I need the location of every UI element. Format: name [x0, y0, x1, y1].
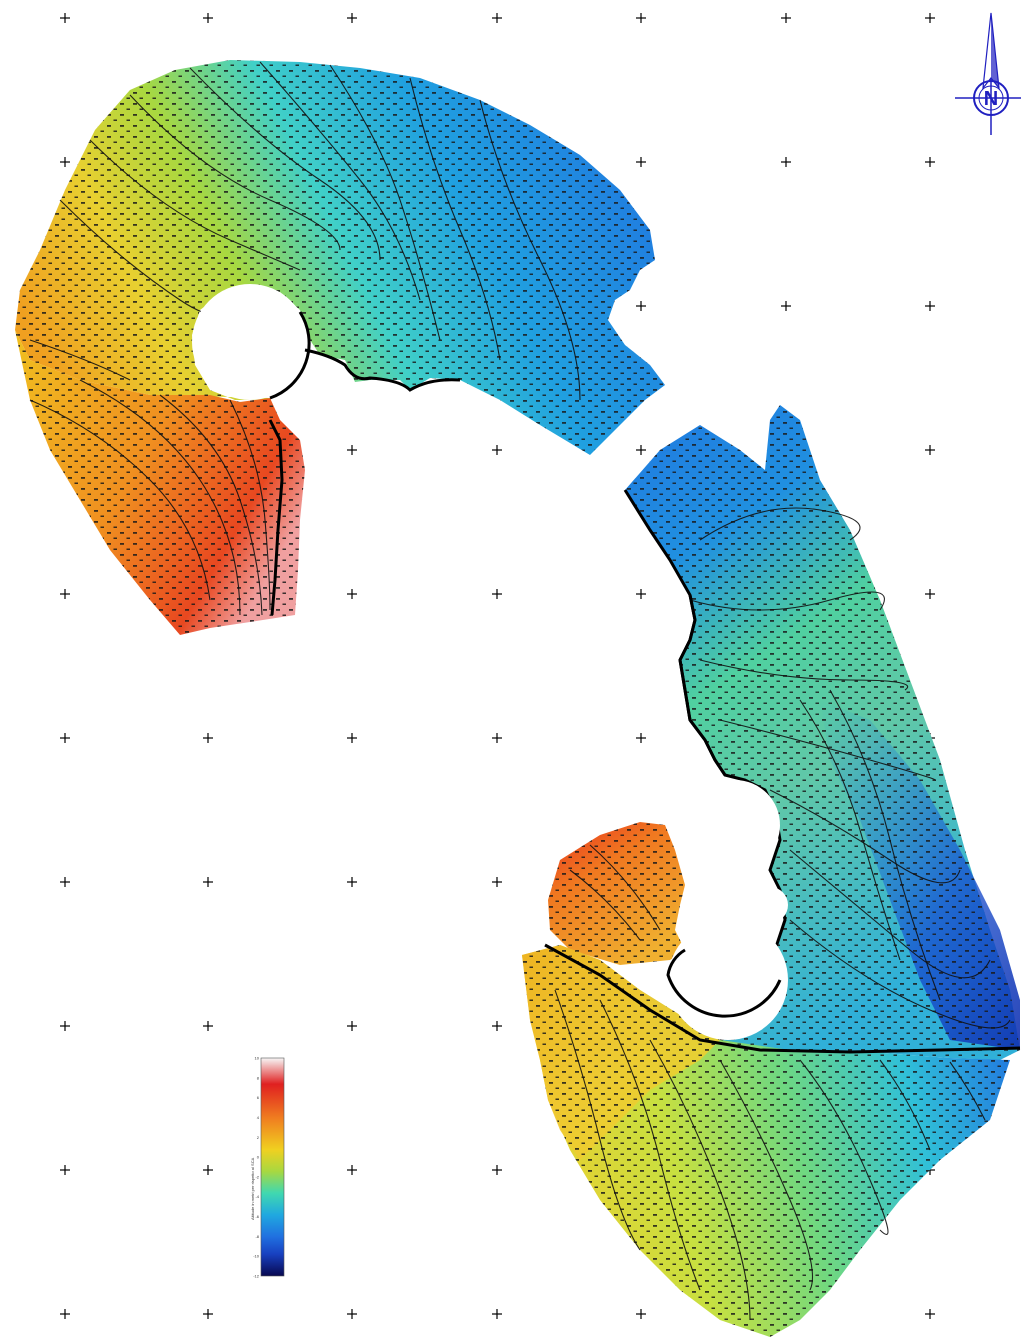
grid-cross-marker: [60, 589, 70, 599]
grid-cross-marker: [347, 1309, 357, 1319]
grid-cross-marker: [203, 13, 213, 23]
legend-tick-label: 4: [257, 1115, 260, 1120]
harbor-basin-west: [192, 284, 308, 400]
grid-cross-marker: [781, 13, 791, 23]
legend-tick-label: -4: [255, 1194, 259, 1199]
legend-tick-label: 0: [257, 1155, 260, 1160]
legend-tick-label: 8: [257, 1075, 260, 1080]
depth-legend: 10 8 6 4 2 0 -2 -4 -6 -8 -10 -12 Altitude in metri …: [250, 1056, 285, 1279]
grid-cross-marker: [781, 301, 791, 311]
legend-tick-label: 2: [257, 1135, 260, 1140]
grid-cross-marker: [60, 13, 70, 23]
legend-tick-label: -8: [255, 1234, 259, 1239]
grid-cross-marker: [203, 1309, 213, 1319]
grid-cross-marker: [347, 445, 357, 455]
grid-cross-marker: [636, 157, 646, 167]
legend-title: Altitude in metri per rispetto al SCA: [250, 1157, 255, 1220]
legend-tick-label: -12: [253, 1274, 260, 1279]
grid-cross-marker: [347, 1021, 357, 1031]
contour-lines: [29, 61, 1011, 1321]
legend-tick-label: -2: [255, 1174, 259, 1179]
legend-tick-label: -10: [253, 1254, 260, 1259]
grid-cross-marker: [492, 1165, 502, 1175]
grid-cross-marker: [60, 877, 70, 887]
grid-cross-marker: [203, 733, 213, 743]
grid-cross-marker: [203, 1021, 213, 1031]
grid-cross-marker: [492, 1309, 502, 1319]
grid-cross-marker: [492, 1021, 502, 1031]
grid-cross-marker: [347, 13, 357, 23]
grid-cross-marker: [492, 733, 502, 743]
grid-cross-marker: [636, 1309, 646, 1319]
northern-survey-area: [15, 60, 665, 455]
east-survey-area: [623, 405, 1020, 1060]
grid-cross-marker: [925, 301, 935, 311]
harbor-basin-south: [668, 920, 788, 1040]
grid-cross-marker: [492, 589, 502, 599]
grid-cross-marker: [347, 1165, 357, 1175]
grid-cross-marker: [925, 13, 935, 23]
grid-cross-marker: [203, 1165, 213, 1175]
grid-cross-marker: [636, 445, 646, 455]
grid-cross-marker: [925, 445, 935, 455]
grid-cross-marker: [60, 157, 70, 167]
grid-cross-marker: [636, 589, 646, 599]
south-peninsula-area: [548, 822, 685, 965]
south-survey-area: [522, 943, 1021, 1337]
legend-ticks: 10 8 6 4 2 0 -2 -4 -6 -8 -10 -12: [253, 1056, 260, 1279]
north-arrow-icon: N: [955, 12, 1021, 135]
grid-cross-marker: [347, 589, 357, 599]
grid-cross-marker: [925, 589, 935, 599]
grid-cross-marker: [925, 157, 935, 167]
peninsula-survey-points: [548, 822, 685, 965]
harbor-basins: [192, 284, 788, 1040]
grid-cross-marker: [347, 733, 357, 743]
grid-cross-marker: [347, 877, 357, 887]
grid-cross-marker: [492, 877, 502, 887]
north-survey-points: [15, 60, 665, 455]
grid-cross-marker: [60, 1309, 70, 1319]
west-shoreline: [268, 419, 284, 616]
legend-tick-label: -6: [255, 1214, 259, 1219]
grid-cross-marker: [636, 301, 646, 311]
breakwater-line: [544, 943, 1021, 1054]
grid-cross-marker: [781, 157, 791, 167]
legend-color-bar: [260, 1057, 285, 1277]
grid-cross-marker: [636, 13, 646, 23]
grid-cross-marker: [636, 733, 646, 743]
east-survey-points: [625, 405, 1020, 1060]
grid-cross-marker: [203, 877, 213, 887]
grid-cross-marker: [60, 1165, 70, 1175]
legend-tick-label: 10: [255, 1056, 260, 1061]
grid-cross-marker: [492, 445, 502, 455]
south-survey-points: [522, 945, 1010, 1337]
grid-cross-marker: [925, 1309, 935, 1319]
grid-cross-marker: [60, 1021, 70, 1031]
legend-tick-label: 6: [257, 1095, 260, 1100]
grid-cross-marker: [492, 13, 502, 23]
grid-cross-marker: [60, 733, 70, 743]
north-label: N: [984, 88, 998, 110]
